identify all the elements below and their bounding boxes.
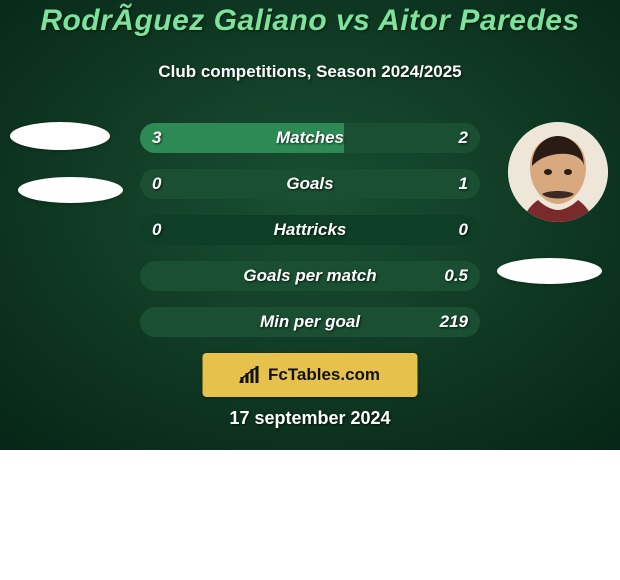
stat-value-left: 0	[152, 174, 161, 194]
page-title: RodrÃ­guez Galiano vs Aitor Paredes	[0, 4, 620, 38]
left-logo-pill-1	[10, 122, 110, 150]
stat-value-left: 3	[152, 128, 161, 148]
source-banner[interactable]: FcTables.com	[203, 353, 418, 397]
stat-row: Goals0 1	[140, 169, 480, 199]
stat-value-right: 0.5	[444, 266, 468, 286]
stat-value-left: 0	[152, 220, 161, 240]
stat-value-right: 219	[440, 312, 468, 332]
left-logo-pill-2	[18, 177, 123, 203]
stat-row: Hattricks0 0	[140, 215, 480, 245]
stat-label: Hattricks	[140, 220, 480, 240]
stat-label: Min per goal	[140, 312, 480, 332]
stat-value-right: 1	[459, 174, 468, 194]
stat-label: Matches	[140, 128, 480, 148]
right-logo-pill	[497, 258, 602, 284]
comparison-card: RodrÃ­guez Galiano vs Aitor Paredes Club…	[0, 0, 620, 450]
stat-label: Goals per match	[140, 266, 480, 286]
stat-row: Goals per match0.5	[140, 261, 480, 291]
subtitle: Club competitions, Season 2024/2025	[0, 62, 620, 82]
stat-row: Matches3 2	[140, 123, 480, 153]
bar-chart-icon	[240, 366, 262, 384]
stat-value-right: 2	[459, 128, 468, 148]
date-text: 17 september 2024	[0, 408, 620, 429]
avatar-placeholder-icon	[508, 122, 608, 222]
stats-container: Matches32Goals01Hattricks00Goals per mat…	[140, 123, 480, 337]
stat-row: Min per goal219	[140, 307, 480, 337]
stat-value-right: 0	[459, 220, 468, 240]
player-right-avatar	[508, 122, 608, 222]
banner-text: FcTables.com	[268, 365, 380, 385]
stat-label: Goals	[140, 174, 480, 194]
